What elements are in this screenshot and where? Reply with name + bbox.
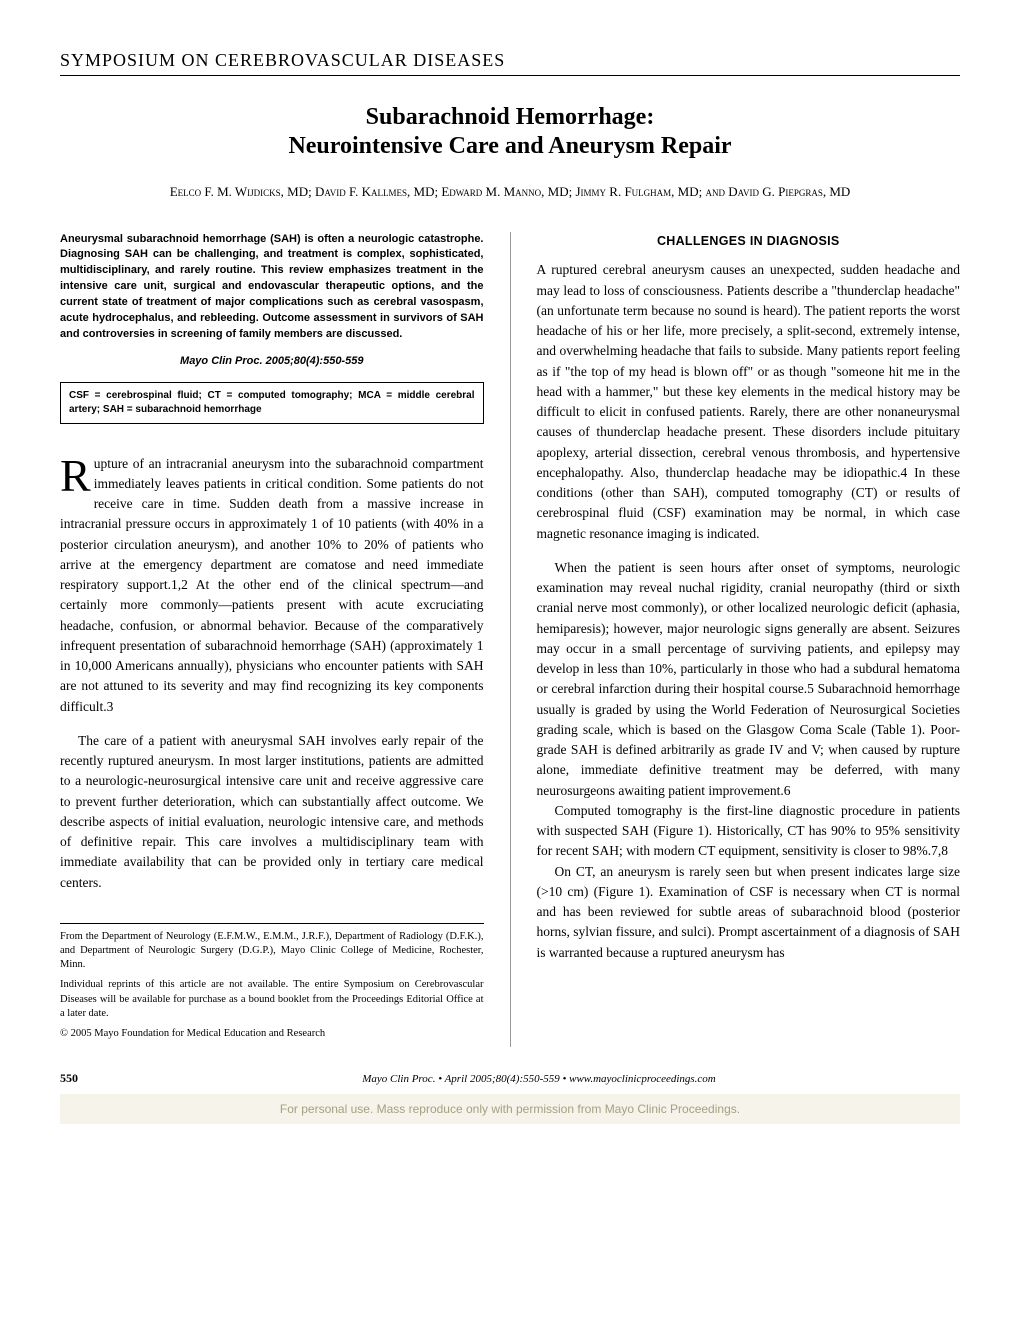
challenges-p3: Computed tomography is the first-line di… xyxy=(537,801,961,862)
intro-paragraph-1: Rupture of an intracranial aneurysm into… xyxy=(60,454,484,717)
permission-notice: For personal use. Mass reproduce only wi… xyxy=(60,1094,960,1124)
abstract: Aneurysmal subarachnoid hemorrhage (SAH)… xyxy=(60,232,484,344)
left-column: Aneurysmal subarachnoid hemorrhage (SAH)… xyxy=(60,232,484,1048)
column-divider xyxy=(510,232,511,1048)
page-footer: 550 Mayo Clin Proc. • April 2005;80(4):5… xyxy=(60,1071,960,1086)
footer-citation: Mayo Clin Proc. • April 2005;80(4):550-5… xyxy=(118,1073,960,1085)
footnote-copyright: © 2005 Mayo Foundation for Medical Educa… xyxy=(60,1027,484,1041)
challenges-heading: CHALLENGES IN DIAGNOSIS xyxy=(537,232,961,251)
page-number: 550 xyxy=(60,1071,78,1086)
intro-paragraph-2: The care of a patient with aneurysmal SA… xyxy=(60,731,484,893)
footnotes: From the Department of Neurology (E.F.M.… xyxy=(60,923,484,1041)
footnote-affiliation: From the Department of Neurology (E.F.M.… xyxy=(60,930,484,973)
citation: Mayo Clin Proc. 2005;80(4):550-559 xyxy=(60,353,484,370)
article-title-line1: Subarachnoid Hemorrhage: xyxy=(60,104,960,131)
intro-p1-text: upture of an intracranial aneurysm into … xyxy=(60,456,484,714)
challenges-p1: A ruptured cerebral aneurysm causes an u… xyxy=(537,260,961,544)
right-column: CHALLENGES IN DIAGNOSIS A ruptured cereb… xyxy=(537,232,961,1048)
section-header: SYMPOSIUM ON CEREBROVASCULAR DISEASES xyxy=(60,50,960,76)
authors: Eelco F. M. Wijdicks, MD; David F. Kallm… xyxy=(60,182,960,202)
challenges-p4: On CT, an aneurysm is rarely seen but wh… xyxy=(537,862,961,963)
permission-text: For personal use. Mass reproduce only wi… xyxy=(280,1102,740,1116)
dropcap: R xyxy=(60,454,94,495)
two-column-layout: Aneurysmal subarachnoid hemorrhage (SAH)… xyxy=(60,232,960,1048)
footnote-reprints: Individual reprints of this article are … xyxy=(60,978,484,1021)
article-title-line2: Neurointensive Care and Aneurysm Repair xyxy=(60,133,960,160)
abbreviation-box: CSF = cerebrospinal fluid; CT = computed… xyxy=(60,382,484,424)
challenges-p2: When the patient is seen hours after ons… xyxy=(537,558,961,801)
